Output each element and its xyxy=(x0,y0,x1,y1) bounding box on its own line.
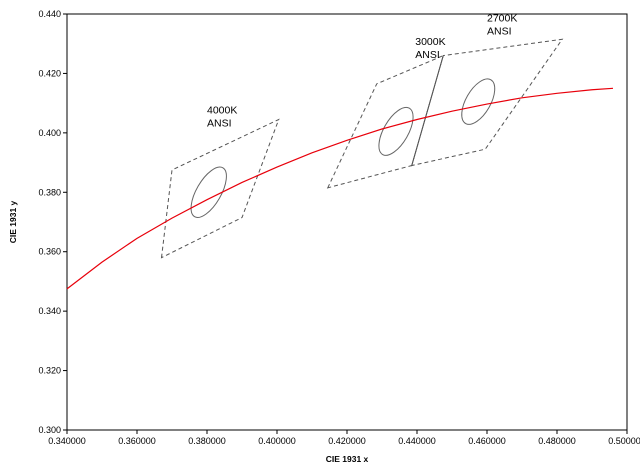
annotation-label: 4000K xyxy=(207,105,237,117)
y-tick-label: 0.340 xyxy=(38,306,61,316)
y-tick-label: 0.300 xyxy=(38,425,61,435)
quadrangle-3000k xyxy=(326,54,445,189)
annotation-label: ANSI xyxy=(207,118,232,130)
x-tick-label: 0.400000 xyxy=(258,436,296,446)
series-line-1 xyxy=(66,87,614,290)
x-axis-ticks: 0.340000 0.360000 0.380000 0.400000 0.420000… xyxy=(48,430,640,446)
y-tick-label: 0.400 xyxy=(38,128,61,138)
macadam-ellipse-1 xyxy=(190,166,227,218)
x-tick-label: 0.460000 xyxy=(468,436,506,446)
annotation-label: ANSI xyxy=(415,49,440,61)
quadrangle-shared-boundary xyxy=(411,55,444,166)
x-tick-label: 0.340000 xyxy=(48,436,86,446)
y-tick-label: 0.420 xyxy=(38,68,61,78)
x-axis-title: CIE 1931 x xyxy=(326,454,369,464)
planckian-locus-series xyxy=(66,87,614,290)
x-tick-label: 0.440000 xyxy=(398,436,436,446)
plot-area xyxy=(66,13,628,431)
annotation-label: ANSI xyxy=(487,25,512,37)
ansi-quadrangles xyxy=(160,38,564,259)
y-axis-title: CIE 1931 y xyxy=(8,200,18,243)
x-tick-label: 0.360000 xyxy=(118,436,156,446)
macadam-ellipses xyxy=(190,78,496,218)
y-axis-ticks: 0.300 0.320 0.340 0.360 0.380 0.400 0.420 0.440 xyxy=(38,9,67,435)
quadrangle-4000k xyxy=(160,118,280,259)
x-tick-label: 0.380000 xyxy=(188,436,226,446)
y-tick-label: 0.380 xyxy=(38,187,61,197)
macadam-ellipse-2 xyxy=(378,106,414,156)
y-tick-label: 0.360 xyxy=(38,247,61,257)
annotation-label: 2700K xyxy=(487,12,517,24)
annotation-label: 3000K xyxy=(415,36,445,48)
quadrangle-2700k xyxy=(411,38,564,167)
y-tick-label: 0.320 xyxy=(38,366,61,376)
macadam-ellipse-3 xyxy=(461,78,496,125)
x-tick-label: 0.480000 xyxy=(538,436,576,446)
x-tick-label: 0.420000 xyxy=(328,436,366,446)
y-tick-label: 0.440 xyxy=(38,9,61,19)
